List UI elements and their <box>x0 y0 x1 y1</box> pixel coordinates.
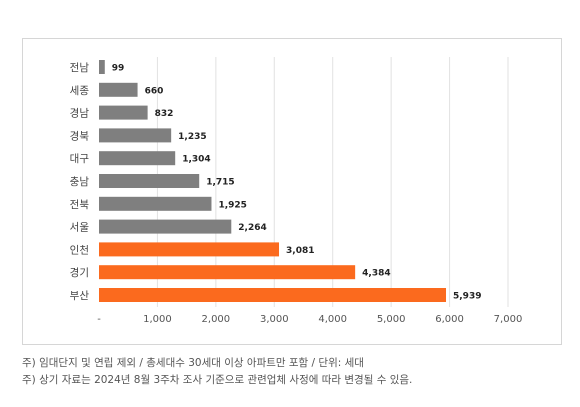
value-label: 3,081 <box>286 246 314 256</box>
value-label: 1,304 <box>182 155 210 165</box>
x-tick-label: 1,000 <box>143 314 172 325</box>
x-tick-label: 3,000 <box>260 314 289 325</box>
value-label: 832 <box>155 109 174 119</box>
category-label: 인천 <box>70 244 89 256</box>
category-label: 세종 <box>70 85 90 97</box>
x-tick-label: 6,000 <box>435 314 464 325</box>
bar <box>99 242 280 257</box>
value-label: 5,939 <box>453 292 481 302</box>
grid-lines <box>156 57 509 307</box>
value-label: 1,925 <box>218 200 246 210</box>
labels: - 1,000 2,000 3,000 4,000 5,000 6,000 7,000 전남 99… <box>70 62 523 325</box>
bar <box>99 219 232 234</box>
value-label: 1,235 <box>178 132 206 142</box>
value-label: 660 <box>145 86 164 96</box>
x-tick-label: 7,000 <box>494 314 523 325</box>
x-tick-label: 2,000 <box>202 314 231 325</box>
category-label: 충남 <box>70 176 90 188</box>
category-label: 대구 <box>70 153 90 165</box>
bar <box>99 174 200 188</box>
x-tick-label: 4,000 <box>318 314 347 325</box>
bar <box>99 288 447 302</box>
category-label: 부산 <box>70 290 90 302</box>
chart-container: - 1,000 2,000 3,000 4,000 5,000 6,000 7,000 전남 99… <box>22 38 562 345</box>
bar <box>99 60 105 74</box>
category-label: 전남 <box>70 62 90 74</box>
category-label: 전북 <box>70 199 90 211</box>
value-label: 4,384 <box>362 269 390 279</box>
category-label: 서울 <box>70 222 90 234</box>
footnote-2: 주) 상기 자료는 2024년 8월 3주차 조사 기준으로 관련업체 사정에 … <box>22 374 413 386</box>
x-tick-label: - <box>97 314 101 325</box>
bars <box>99 60 447 302</box>
value-label: 2,264 <box>238 223 266 233</box>
bar <box>99 151 176 166</box>
bar-chart: - 1,000 2,000 3,000 4,000 5,000 6,000 7,000 전남 99… <box>70 57 523 325</box>
category-label: 경남 <box>70 107 90 120</box>
footnote-1: 주) 임대단지 및 연립 제외 / 총세대수 30세대 이상 아파트만 포함 /… <box>22 357 364 369</box>
x-tick-label: 5,000 <box>377 314 406 325</box>
bar <box>99 196 212 211</box>
bar <box>99 82 138 97</box>
bar <box>99 105 148 120</box>
category-label: 경북 <box>70 129 90 142</box>
bar <box>99 265 356 280</box>
footnotes: 주) 임대단지 및 연립 제외 / 총세대수 30세대 이상 아파트만 포함 /… <box>22 355 412 389</box>
bar <box>99 128 172 143</box>
category-label: 경기 <box>70 266 89 279</box>
value-label: 99 <box>112 64 125 74</box>
value-label: 1,715 <box>206 178 234 188</box>
